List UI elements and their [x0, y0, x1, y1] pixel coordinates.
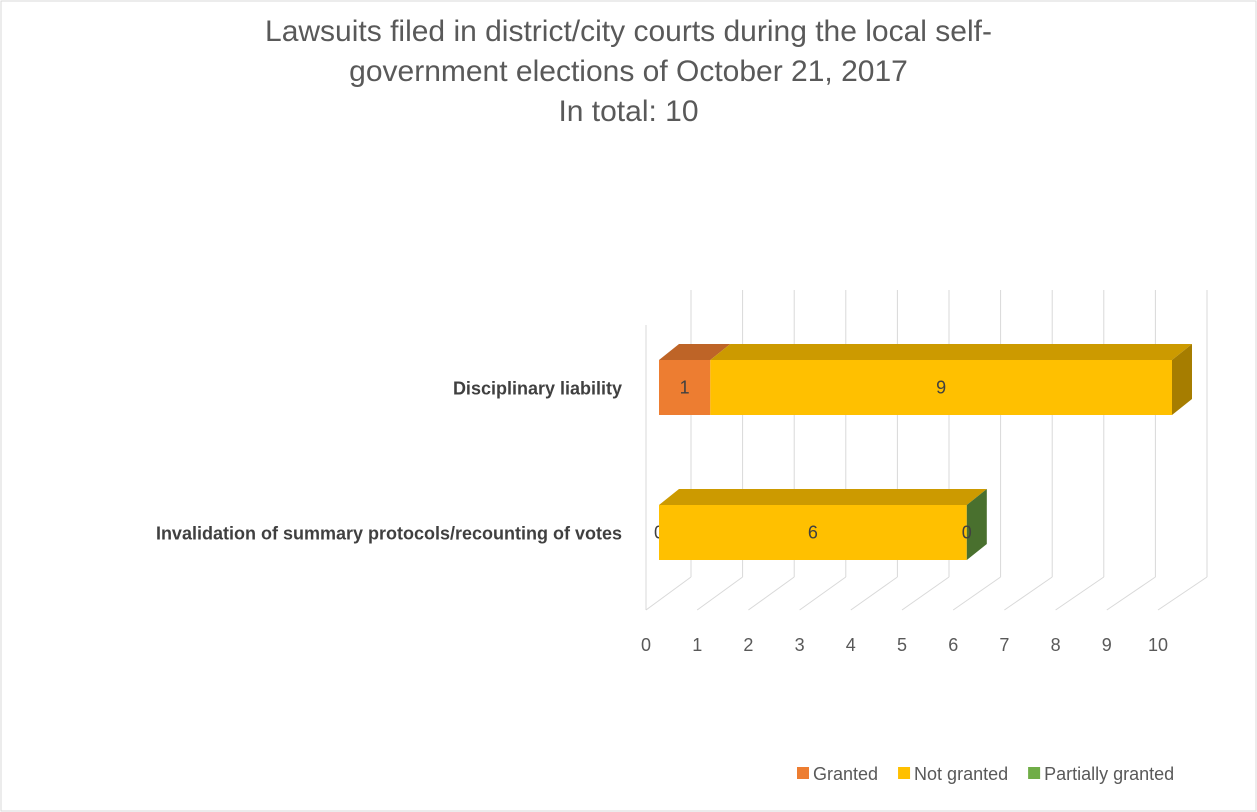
x-tick-label: 6 [948, 635, 958, 655]
bar-top [659, 489, 987, 505]
data-label: 0 [962, 522, 972, 542]
x-tick-label: 3 [795, 635, 805, 655]
bar-front [659, 360, 711, 415]
x-tick-label: 0 [641, 635, 651, 655]
legend-label: Partially granted [1044, 764, 1174, 784]
bar-side [966, 489, 987, 560]
x-tick-label: 8 [1051, 635, 1061, 655]
bar-top [710, 344, 1192, 360]
bar-segment [659, 489, 987, 560]
bar-segment [966, 489, 987, 560]
floor-grid-line [952, 576, 1001, 611]
x-tick-label: 2 [743, 635, 753, 655]
floor-grid-line [901, 576, 950, 611]
x-tick-label: 10 [1148, 635, 1168, 655]
floor-grid-line [799, 576, 847, 611]
title-block: Lawsuits filed in district/city courts d… [0, 12, 1257, 132]
floor-grid-line [645, 576, 692, 611]
bar-segment [659, 344, 731, 415]
legend-label: Not granted [914, 764, 1008, 784]
x-tick-label: 9 [1102, 635, 1112, 655]
legend-swatch [797, 767, 809, 779]
bar-front [659, 505, 967, 560]
floor-grid-line [696, 576, 743, 611]
legend-swatch [898, 767, 911, 779]
bar-front [710, 360, 1172, 415]
legend-swatch [1028, 767, 1041, 779]
x-tick-label: 4 [846, 635, 856, 655]
data-label: 9 [936, 377, 946, 397]
x-tick-label: 7 [999, 635, 1009, 655]
data-label: 1 [680, 377, 690, 397]
floor-grid-line [1106, 576, 1156, 611]
x-tick-label: 1 [692, 635, 702, 655]
chart-subtitle: In total: 10 [558, 95, 699, 128]
data-label: 6 [808, 522, 818, 542]
floor-grid-line [1157, 576, 1208, 611]
floor-grid-line [850, 576, 898, 611]
floor-grid-line [748, 576, 795, 611]
floor-grid-line [1055, 576, 1105, 611]
bar-top [659, 344, 731, 360]
category-label: Invalidation of summary protocols/recoun… [156, 523, 622, 543]
category-label: Disciplinary liability [453, 378, 622, 398]
bar-segment [710, 344, 1192, 415]
chart-title: Lawsuits filed in district/city courts d… [265, 15, 992, 88]
floor-grid-line [1004, 576, 1053, 611]
x-tick-label: 5 [897, 635, 907, 655]
legend-label: Granted [813, 764, 878, 784]
bar-side [1172, 344, 1192, 415]
